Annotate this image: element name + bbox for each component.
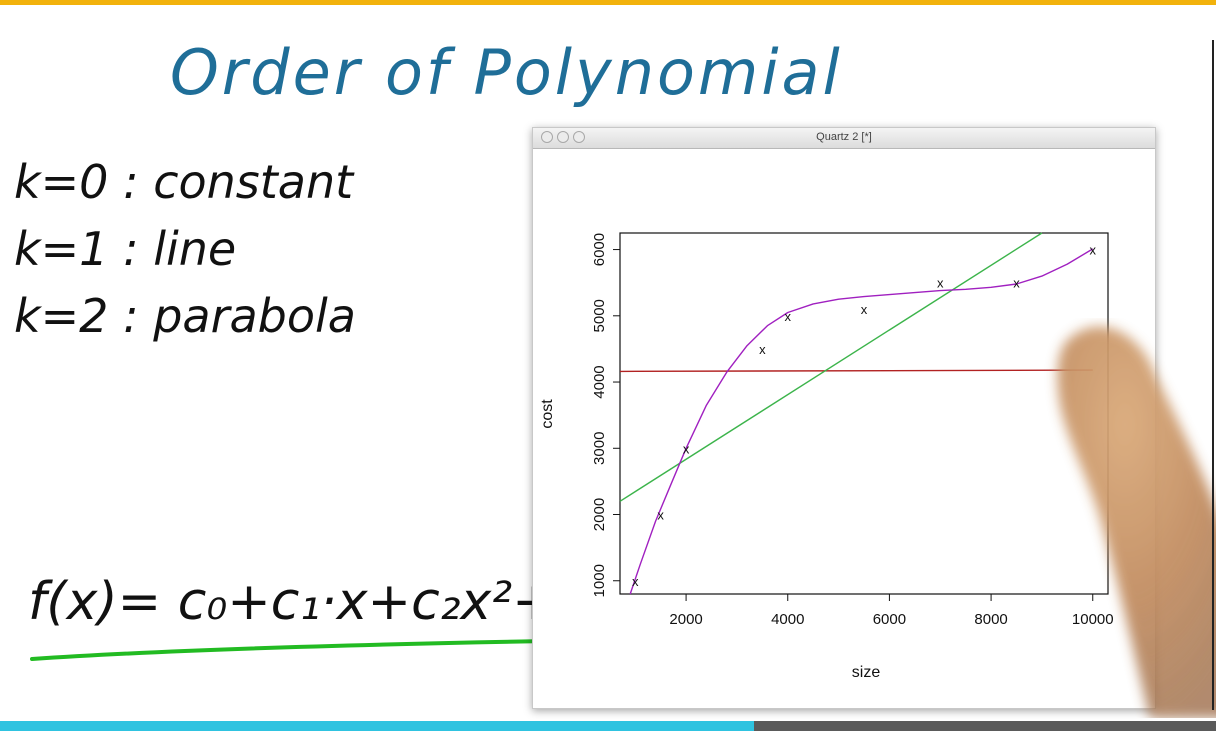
y-tick-label: 6000 [591, 233, 608, 266]
window-title: Quartz 2 [*] [816, 131, 872, 143]
data-point: x [937, 276, 944, 291]
data-points: x x x x x x x x x [632, 243, 1097, 589]
order-k0-note: k=0 : constant [14, 155, 354, 209]
data-point: x [1013, 276, 1020, 291]
y-axis-label: cost [539, 399, 556, 429]
window-titlebar[interactable]: Quartz 2 [*] [533, 128, 1155, 149]
plot-frame [619, 232, 1109, 595]
x-tick-label: 10000 [1072, 611, 1114, 628]
video-progress-fill [0, 721, 754, 731]
window-close-button[interactable] [541, 131, 553, 143]
x-tick-label: 8000 [974, 611, 1007, 628]
window-minimize-button[interactable] [557, 131, 569, 143]
data-point: x [657, 508, 664, 523]
x-tick-label: 4000 [771, 611, 804, 628]
order-k1-note: k=1 : line [14, 222, 237, 276]
x-axis-label: size [852, 664, 881, 681]
cost-vs-size-chart: x x x x x x x x x 2000 4000 6000 8000 10000 1000 2000… [539, 232, 1114, 681]
fit-curves [619, 232, 1094, 595]
window-zoom-button[interactable] [573, 131, 585, 143]
data-point: x [1090, 243, 1097, 258]
y-tick-label: 2000 [591, 498, 608, 531]
fit-polynomial [629, 248, 1094, 595]
y-tick-label: 1000 [591, 564, 608, 597]
y-tick-label: 3000 [591, 432, 608, 465]
top-accent-bar [0, 0, 1216, 5]
presenter-finger [1057, 326, 1216, 718]
data-point: x [785, 309, 792, 324]
fit-constant [619, 369, 1093, 373]
video-progress-bar[interactable] [0, 721, 1216, 731]
x-tick-label: 2000 [669, 611, 702, 628]
order-k2-note: k=2 : parabola [14, 289, 356, 343]
formula-underline [30, 639, 550, 661]
y-axis: 1000 2000 3000 4000 5000 6000 [591, 233, 620, 597]
x-axis: 2000 4000 6000 8000 10000 [669, 593, 1114, 628]
y-tick-label: 4000 [591, 365, 608, 398]
quartz-plot-window[interactable]: Quartz 2 [*] [532, 127, 1156, 709]
y-tick-label: 5000 [591, 299, 608, 332]
data-point: x [759, 342, 766, 357]
data-point: x [861, 302, 868, 317]
x-tick-label: 6000 [873, 611, 906, 628]
lesson-title: Order of Polynomial [170, 36, 843, 109]
data-point: x [683, 441, 690, 456]
slide-edge [1212, 40, 1214, 710]
fit-line [619, 232, 1043, 502]
polynomial-formula: f(x)= c₀+c₁·x+c₂x²+ ··· [28, 572, 622, 632]
data-point: x [632, 574, 639, 589]
